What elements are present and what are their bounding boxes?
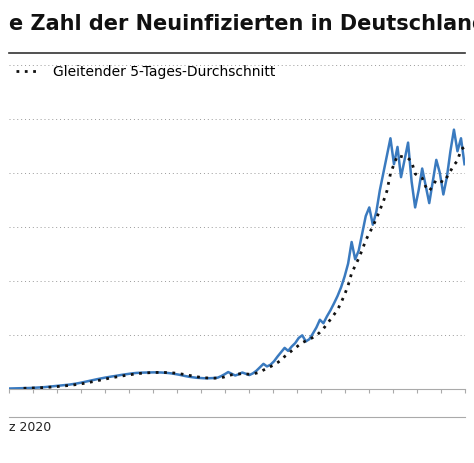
Text: e Zahl der Neuinfizierten in Deutschland: e Zahl der Neuinfizierten in Deutschland — [9, 14, 474, 34]
Text: z 2020: z 2020 — [9, 421, 52, 434]
Legend: Gleitender 5-Tages-Durchschnitt: Gleitender 5-Tages-Durchschnitt — [17, 65, 275, 79]
